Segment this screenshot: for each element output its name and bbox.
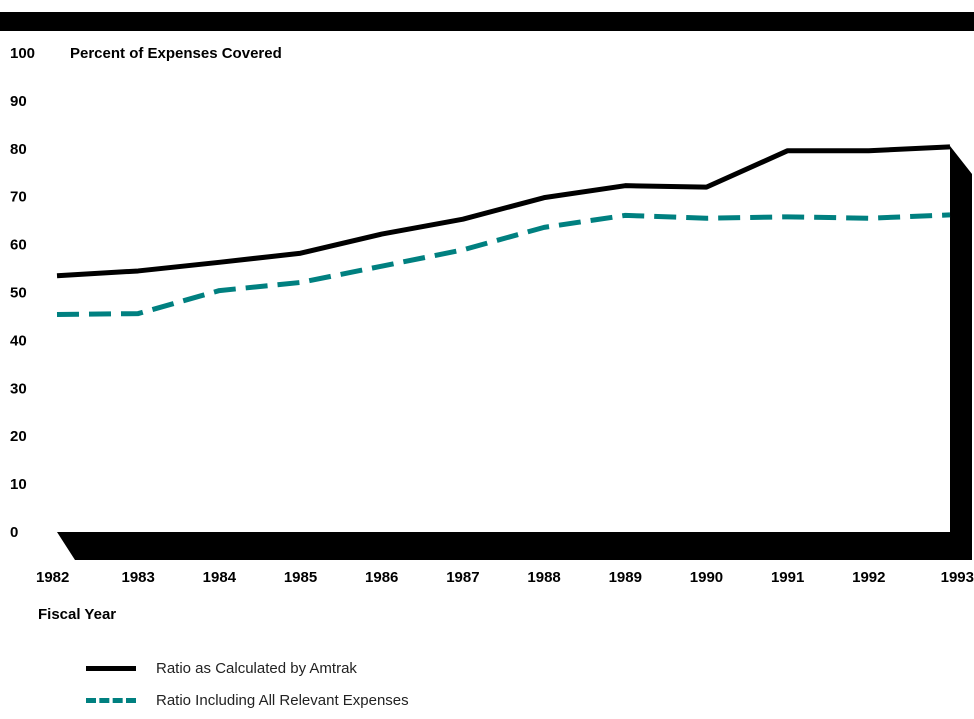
x-axis-title: Fiscal Year xyxy=(38,606,117,623)
x-tick-label: 1982 xyxy=(36,569,69,586)
legend-item-amtrak: Ratio as Calculated by Amtrak xyxy=(86,655,409,681)
legend-swatch-dashed xyxy=(86,697,136,703)
series-line-1 xyxy=(56,212,951,318)
header-bar xyxy=(0,12,974,31)
series-lines xyxy=(56,144,951,318)
x-tick-label: 1989 xyxy=(609,569,642,586)
x-tick-label: 1986 xyxy=(365,569,398,586)
x-tick-label: 1984 xyxy=(203,569,237,586)
x-tick-label: 1983 xyxy=(121,569,154,586)
y-tick-label: 0 xyxy=(10,524,18,541)
y-tick-label: 90 xyxy=(10,93,27,110)
x-tick-label: 1991 xyxy=(771,569,804,586)
x-tick-label: 1988 xyxy=(527,569,560,586)
x-tick-label: 1985 xyxy=(284,569,317,586)
legend-label-all-expenses: Ratio Including All Relevant Expenses xyxy=(156,691,409,709)
y-tick-label: 50 xyxy=(10,285,27,302)
x-tick-label: 1987 xyxy=(446,569,479,586)
y-tick-label: 100 xyxy=(10,45,35,62)
x-tick-label: 1993 xyxy=(941,569,974,586)
y-tick-label: 60 xyxy=(10,237,27,254)
y-tick-label: 20 xyxy=(10,428,27,445)
y-axis-title: Percent of Expenses Covered xyxy=(70,45,282,62)
legend-label-amtrak: Ratio as Calculated by Amtrak xyxy=(156,659,357,677)
y-tick-label: 10 xyxy=(10,476,27,493)
legend-swatch-solid xyxy=(86,665,136,671)
y-axis-ticks: 0 10 20 30 40 50 60 70 80 90 100 xyxy=(10,45,35,541)
y-tick-label: 40 xyxy=(10,332,27,349)
x-tick-label: 1992 xyxy=(852,569,885,586)
legend-item-all-expenses: Ratio Including All Relevant Expenses xyxy=(86,687,409,713)
x-tick-label: 1990 xyxy=(690,569,723,586)
y-tick-label: 80 xyxy=(10,141,27,158)
legend: Ratio as Calculated by Amtrak Ratio Incl… xyxy=(86,655,409,719)
y-tick-label: 30 xyxy=(10,380,27,397)
series-line-0 xyxy=(56,144,951,279)
x-axis-ticks: 1982 1983 1984 1985 1986 1987 1988 1989 1990 1991… xyxy=(36,569,974,586)
y-tick-label: 70 xyxy=(10,189,27,206)
